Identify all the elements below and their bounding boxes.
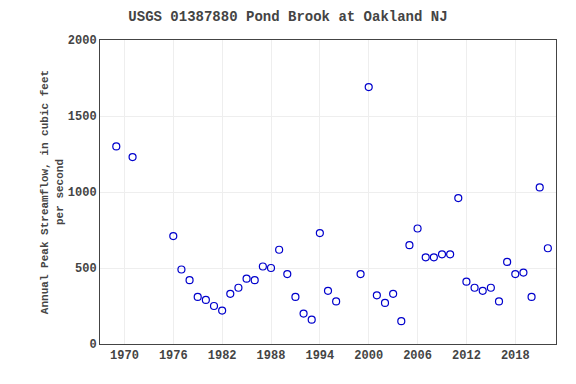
svg-text:1994: 1994	[305, 349, 334, 363]
svg-text:1982: 1982	[208, 349, 237, 363]
svg-text:500: 500	[75, 262, 97, 276]
svg-text:1970: 1970	[110, 349, 139, 363]
svg-text:2012: 2012	[452, 349, 481, 363]
svg-text:USGS 01387880 Pond Brook at Oa: USGS 01387880 Pond Brook at Oakland NJ	[128, 9, 447, 25]
svg-text:1000: 1000	[68, 186, 97, 200]
svg-text:2006: 2006	[403, 349, 432, 363]
svg-text:1976: 1976	[159, 349, 188, 363]
svg-text:2018: 2018	[501, 349, 530, 363]
svg-text:2000: 2000	[68, 34, 97, 48]
svg-text:Annual Peak Streamflow, in cub: Annual Peak Streamflow, in cubic feetper…	[39, 70, 65, 314]
svg-text:1988: 1988	[257, 349, 286, 363]
svg-text:0: 0	[89, 338, 96, 352]
svg-text:1500: 1500	[68, 110, 97, 124]
svg-text:2000: 2000	[354, 349, 383, 363]
